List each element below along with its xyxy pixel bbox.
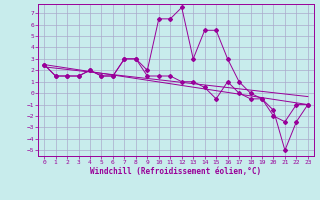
X-axis label: Windchill (Refroidissement éolien,°C): Windchill (Refroidissement éolien,°C) bbox=[91, 167, 261, 176]
